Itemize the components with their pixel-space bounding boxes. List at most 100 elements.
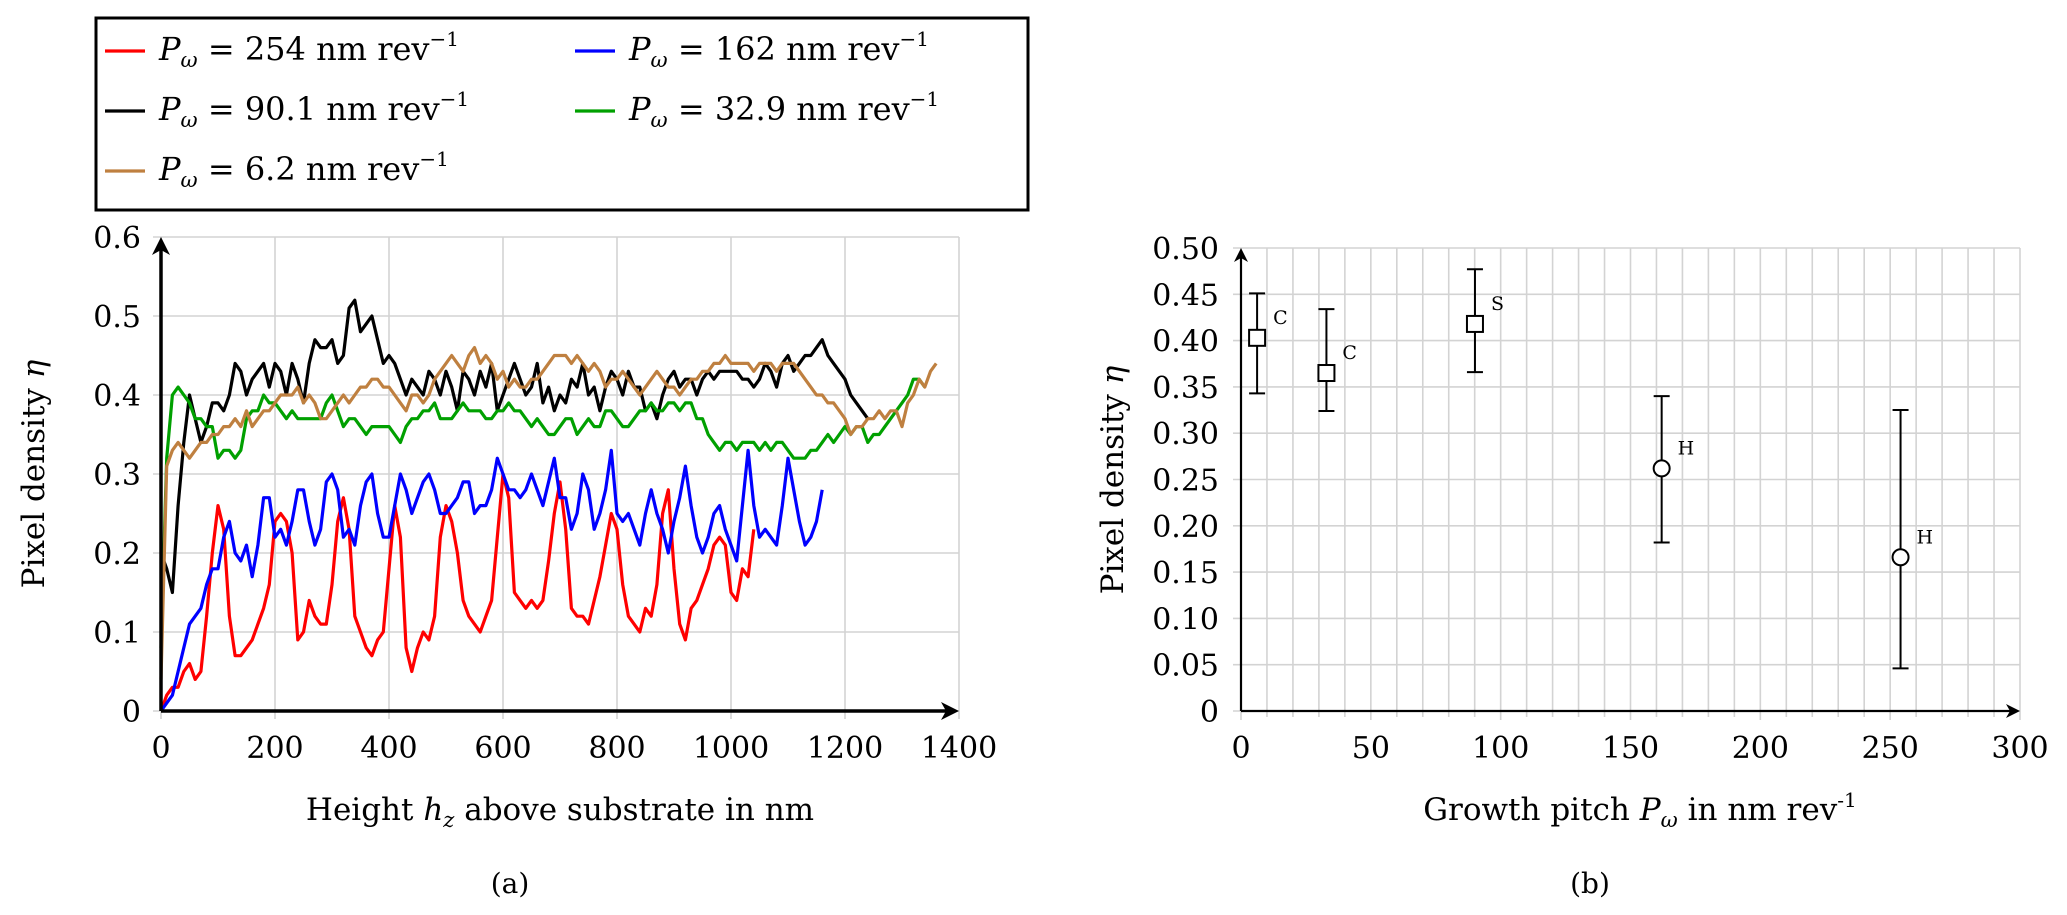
x-label-pre: Height	[306, 792, 423, 828]
legend-var: P	[158, 90, 181, 128]
legend-var: P	[628, 90, 651, 128]
x-tick-label: 0	[1231, 731, 1250, 766]
x-label-pre: Growth pitch	[1423, 792, 1639, 828]
chart-b-caption: (b)	[1570, 867, 1610, 900]
y-tick-label: 0.1	[93, 616, 141, 651]
x-label-post: above substrate in nm	[454, 792, 814, 828]
y-axis-arrow-icon	[1234, 248, 1248, 262]
square-marker-icon	[1465, 314, 1484, 333]
y-tick-label: 0.4	[93, 379, 141, 414]
chart-b-points: C C S H H	[1248, 268, 1934, 670]
chart-b-y-tick-labels: 0 0.05 0.10 0.15 0.20 0.25 0.30 0.35 0.40 0.45 0.5…	[1152, 232, 1219, 730]
series-line-2	[159, 298, 870, 595]
legend-exp: −1	[910, 87, 939, 111]
legend-entry: Pω = 32.9 nm rev−1	[575, 87, 939, 132]
legend-sub: ω	[651, 108, 668, 132]
chart-a-y-axis-label: Pixel density η	[16, 359, 52, 588]
x-tick-label: 300	[1991, 731, 2048, 766]
point-annotation: H	[1678, 437, 1695, 459]
point-annotation: C	[1342, 342, 1357, 364]
legend-exp: −1	[430, 27, 459, 51]
y-tick-label: 0.20	[1152, 510, 1219, 545]
y-axis-arrow-icon	[152, 237, 170, 255]
data-point-2: S	[1465, 268, 1504, 374]
point-annotation: C	[1273, 307, 1288, 329]
chart-a-axes	[152, 237, 959, 720]
point-annotation: S	[1491, 293, 1504, 315]
y-tick-label: 0.6	[93, 221, 141, 256]
legend-label: Pω = 90.1 nm rev−1	[158, 87, 469, 132]
legend-frame	[94, 16, 1030, 212]
x-tick-label: 1200	[807, 731, 883, 766]
y-tick-label: 0.3	[93, 458, 141, 493]
y-tick-label: 0.2	[93, 537, 141, 572]
series-line-0	[159, 472, 756, 712]
point-annotation: H	[1917, 526, 1934, 548]
y-label-pre: Pixel density	[16, 378, 52, 588]
x-tick-label: 100	[1472, 731, 1529, 766]
y-label-var: η	[16, 359, 52, 378]
chart-a: 0 0.1 0.2 0.3 0.4 0.5 0.6 0 200 400 600 800 1000 120…	[16, 221, 997, 900]
legend-sub: ω	[181, 48, 198, 72]
series-line-4	[159, 346, 938, 680]
x-tick-label: 1000	[693, 731, 769, 766]
chart-b-axes	[1234, 248, 2020, 718]
x-axis-arrow-icon	[941, 702, 959, 720]
x-tick-label: 150	[1602, 731, 1659, 766]
data-point-4: H	[1891, 409, 1934, 670]
legend-label: Pω = 162 nm rev−1	[628, 27, 929, 72]
y-tick-label: 0.10	[1152, 602, 1219, 637]
legend-entry: Pω = 162 nm rev−1	[575, 27, 929, 72]
y-tick-label: 0.45	[1152, 278, 1219, 313]
chart-a-x-tick-labels: 0 200 400 600 800 1000 1200 1400	[151, 731, 997, 766]
x-axis-arrow-icon	[2006, 704, 2020, 718]
legend-label: Pω = 254 nm rev−1	[158, 27, 459, 72]
legend-eq: = 254 nm rev	[198, 30, 430, 68]
series-line-3	[159, 377, 927, 648]
x-tick-label: 1400	[921, 731, 997, 766]
chart-b-grid	[1233, 247, 2021, 720]
legend: Pω = 254 nm rev−1 Pω = 162 nm rev−1Pω = 9…	[94, 16, 1030, 212]
y-tick-label: 0	[122, 695, 141, 730]
chart-a-series	[159, 298, 938, 712]
square-marker-icon	[1248, 328, 1267, 347]
legend-entry: Pω = 254 nm rev−1	[105, 27, 459, 72]
x-tick-label: 50	[1352, 731, 1390, 766]
chart-a-x-axis-label: Height hz above substrate in nm	[306, 792, 814, 832]
data-point-0: C	[1248, 292, 1288, 395]
x-tick-label: 800	[588, 731, 645, 766]
x-label-var: h	[423, 792, 443, 828]
legend-entry: Pω = 6.2 nm rev−1	[105, 147, 449, 192]
legend-var: P	[628, 30, 651, 68]
circle-marker-icon	[1652, 459, 1671, 478]
legend-exp: −1	[419, 147, 448, 171]
y-tick-label: 0.40	[1152, 325, 1219, 360]
legend-label: Pω = 32.9 nm rev−1	[628, 87, 939, 132]
x-tick-label: 200	[246, 731, 303, 766]
legend-eq: = 162 nm rev	[668, 30, 900, 68]
legend-label: Pω = 6.2 nm rev−1	[158, 147, 449, 192]
series-line-1	[159, 448, 824, 712]
legend-sub: ω	[181, 168, 198, 192]
chart-b-y-axis-label: Pixel density η	[1095, 365, 1131, 594]
x-tick-label: 600	[474, 731, 531, 766]
y-tick-label: 0.5	[93, 300, 141, 335]
chart-a-caption: (a)	[491, 867, 530, 900]
x-label-exp: -1	[1837, 788, 1856, 812]
y-tick-label: 0.15	[1152, 556, 1219, 591]
y-label-var: η	[1095, 365, 1131, 384]
x-label-var: P	[1639, 792, 1662, 828]
y-label-pre: Pixel density	[1095, 384, 1131, 594]
data-point-1: C	[1317, 308, 1357, 412]
square-marker-icon	[1317, 364, 1336, 383]
legend-exp: −1	[900, 27, 929, 51]
y-tick-label: 0	[1200, 695, 1219, 730]
x-tick-label: 250	[1862, 731, 1919, 766]
legend-var: P	[158, 30, 181, 68]
y-tick-label: 0.30	[1152, 417, 1219, 452]
y-tick-label: 0.05	[1152, 649, 1219, 684]
chart-a-y-tick-labels: 0 0.1 0.2 0.3 0.4 0.5 0.6	[93, 221, 141, 730]
legend-exp: −1	[440, 87, 469, 111]
